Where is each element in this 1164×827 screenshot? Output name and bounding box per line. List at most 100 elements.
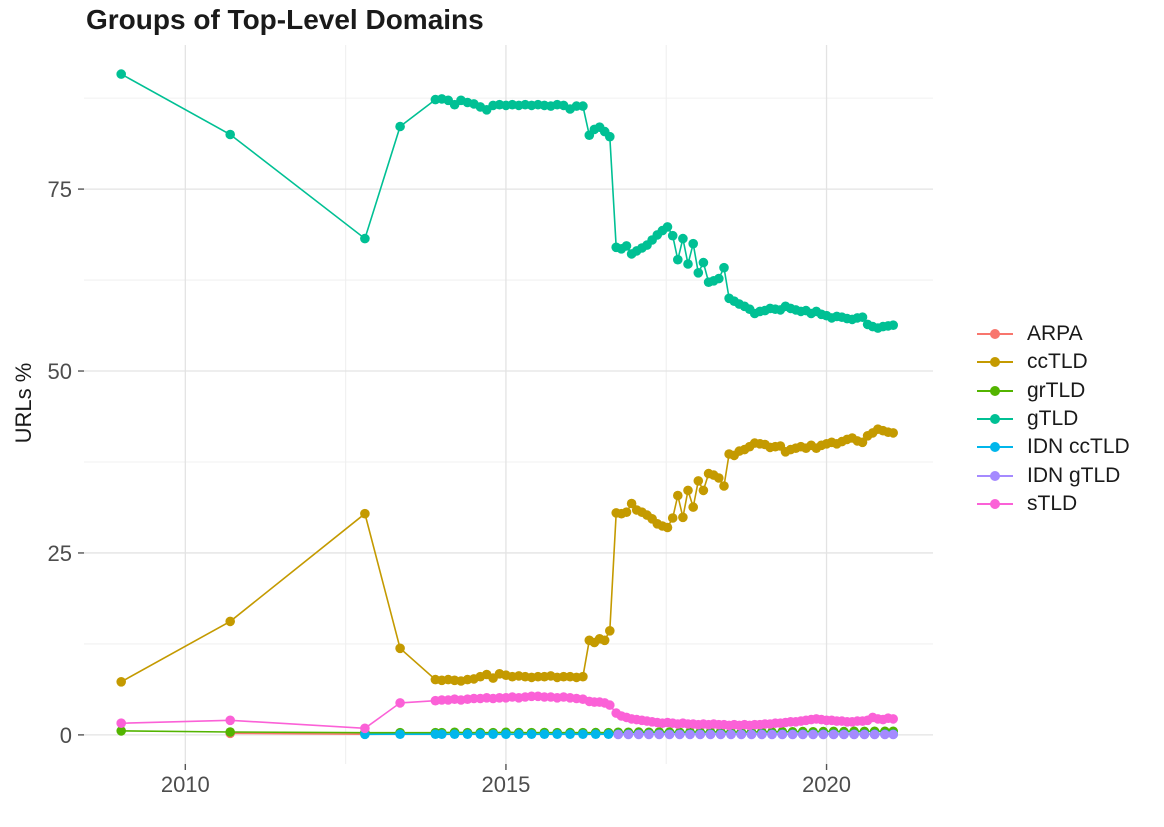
- series-point-ccTLD: [395, 643, 405, 654]
- legend-label: IDN gTLD: [1027, 463, 1121, 487]
- series-point-IDN gTLD: [839, 729, 849, 740]
- series-point-IDN gTLD: [654, 729, 664, 740]
- series-point-ccTLD: [693, 476, 704, 486]
- legend-item-cctld: ccTLD: [977, 348, 1130, 376]
- series-point-gTLD: [693, 268, 704, 278]
- series-point-grTLD: [116, 726, 126, 736]
- legend-label: ARPA: [1027, 322, 1083, 346]
- series-point-IDN gTLD: [859, 729, 870, 740]
- series-point-gTLD: [395, 121, 405, 132]
- legend-label: gTLD: [1027, 407, 1079, 431]
- legend-item-idn-cctld: IDN ccTLD: [977, 433, 1130, 461]
- legend: ARPA ccTLD grTLD gTLD IDN ccTLD IDN gTLD sTLD: [977, 320, 1130, 518]
- legend-key-icon: [977, 414, 1013, 425]
- series-point-gTLD: [673, 254, 683, 265]
- series-point-IDN gTLD: [685, 729, 695, 740]
- series-point-ccTLD: [683, 485, 693, 496]
- series-point-ccTLD: [626, 498, 637, 509]
- legend-key-icon: [977, 385, 1013, 396]
- series-line-ARPA: [230, 732, 365, 735]
- series-point-IDN gTLD: [869, 729, 880, 740]
- series-point-IDN ccTLD: [565, 729, 575, 739]
- series-point-gTLD: [667, 230, 678, 241]
- series-point-sTLD: [225, 715, 235, 726]
- series-point-IDN ccTLD: [552, 729, 562, 739]
- series-point-gTLD: [578, 101, 588, 111]
- series-point-IDN gTLD: [828, 729, 839, 740]
- series-point-IDN gTLD: [808, 729, 818, 740]
- series-point-IDN gTLD: [880, 729, 890, 740]
- series-point-ccTLD: [714, 473, 724, 483]
- series-point-ccTLD: [605, 626, 615, 636]
- series-point-grTLD: [225, 727, 235, 737]
- series-point-ccTLD: [888, 428, 898, 438]
- series-point-ccTLD: [662, 522, 673, 533]
- legend-key-icon: [977, 357, 1013, 368]
- series-point-ccTLD: [688, 502, 698, 512]
- legend-item-arpa: ARPA: [977, 320, 1130, 348]
- series-point-ccTLD: [698, 485, 709, 496]
- series-point-IDN gTLD: [633, 729, 644, 740]
- legend-label: sTLD: [1027, 491, 1078, 515]
- series-point-ccTLD: [578, 671, 588, 682]
- legend-label: IDN ccTLD: [1027, 435, 1130, 459]
- series-line-gTLD: [120, 73, 894, 329]
- series-point-gTLD: [714, 273, 724, 284]
- series-point-ccTLD: [360, 508, 370, 519]
- series-point-sTLD: [116, 718, 126, 728]
- series-point-ccTLD: [667, 513, 678, 523]
- legend-key-icon: [977, 498, 1013, 509]
- legend-item-gtld: gTLD: [977, 405, 1130, 433]
- series-point-IDN ccTLD: [526, 729, 537, 739]
- y-tick-label: 50: [48, 359, 72, 384]
- series-point-gTLD: [719, 262, 729, 273]
- series-point-IDN ccTLD: [475, 729, 486, 739]
- series-point-ccTLD: [621, 507, 632, 517]
- legend-label: ccTLD: [1027, 350, 1088, 374]
- series-point-IDN gTLD: [623, 729, 634, 740]
- series-point-IDN ccTLD: [539, 729, 550, 739]
- series-point-IDN ccTLD: [590, 729, 601, 739]
- series-point-gTLD: [888, 320, 898, 331]
- legend-key-icon: [977, 470, 1013, 481]
- series-point-sTLD: [605, 700, 615, 710]
- series-point-IDN gTLD: [849, 729, 859, 740]
- legend-key-icon: [977, 329, 1013, 340]
- series-point-IDN gTLD: [818, 729, 829, 740]
- series-point-ccTLD: [719, 481, 729, 491]
- series-point-IDN gTLD: [888, 729, 898, 740]
- series-point-ccTLD: [678, 512, 688, 523]
- series-point-IDN gTLD: [674, 729, 685, 740]
- series-point-IDN gTLD: [715, 729, 726, 740]
- series-point-IDN ccTLD: [395, 729, 405, 739]
- series-point-IDN gTLD: [767, 729, 777, 740]
- series-point-IDN gTLD: [695, 729, 705, 740]
- series-point-IDN gTLD: [736, 729, 747, 740]
- x-tick-label: 2020: [802, 772, 851, 797]
- series-point-gTLD: [678, 233, 688, 244]
- series-point-IDN ccTLD: [501, 729, 511, 739]
- legend-item-grtld: grTLD: [977, 377, 1130, 405]
- series-point-sTLD: [360, 723, 370, 734]
- series-point-gTLD: [683, 259, 693, 269]
- series-point-IDN gTLD: [798, 729, 808, 740]
- series-point-IDN gTLD: [705, 729, 716, 740]
- series-point-sTLD: [888, 714, 898, 724]
- series-point-gTLD: [698, 257, 709, 268]
- series-point-IDN gTLD: [777, 729, 788, 740]
- series-point-ccTLD: [225, 616, 235, 627]
- series-point-IDN gTLD: [726, 729, 736, 740]
- series-point-IDN gTLD: [787, 729, 798, 740]
- series-point-IDN gTLD: [664, 729, 675, 740]
- series-point-IDN gTLD: [757, 729, 767, 740]
- legend-item-idn-gtld: IDN gTLD: [977, 461, 1130, 489]
- series-point-gTLD: [621, 241, 632, 251]
- series-point-ccTLD: [116, 677, 126, 687]
- x-tick-label: 2010: [161, 772, 210, 797]
- series-point-gTLD: [360, 233, 370, 244]
- series-point-IDN ccTLD: [437, 729, 447, 739]
- series-point-gTLD: [688, 238, 698, 249]
- series-point-gTLD: [662, 222, 673, 232]
